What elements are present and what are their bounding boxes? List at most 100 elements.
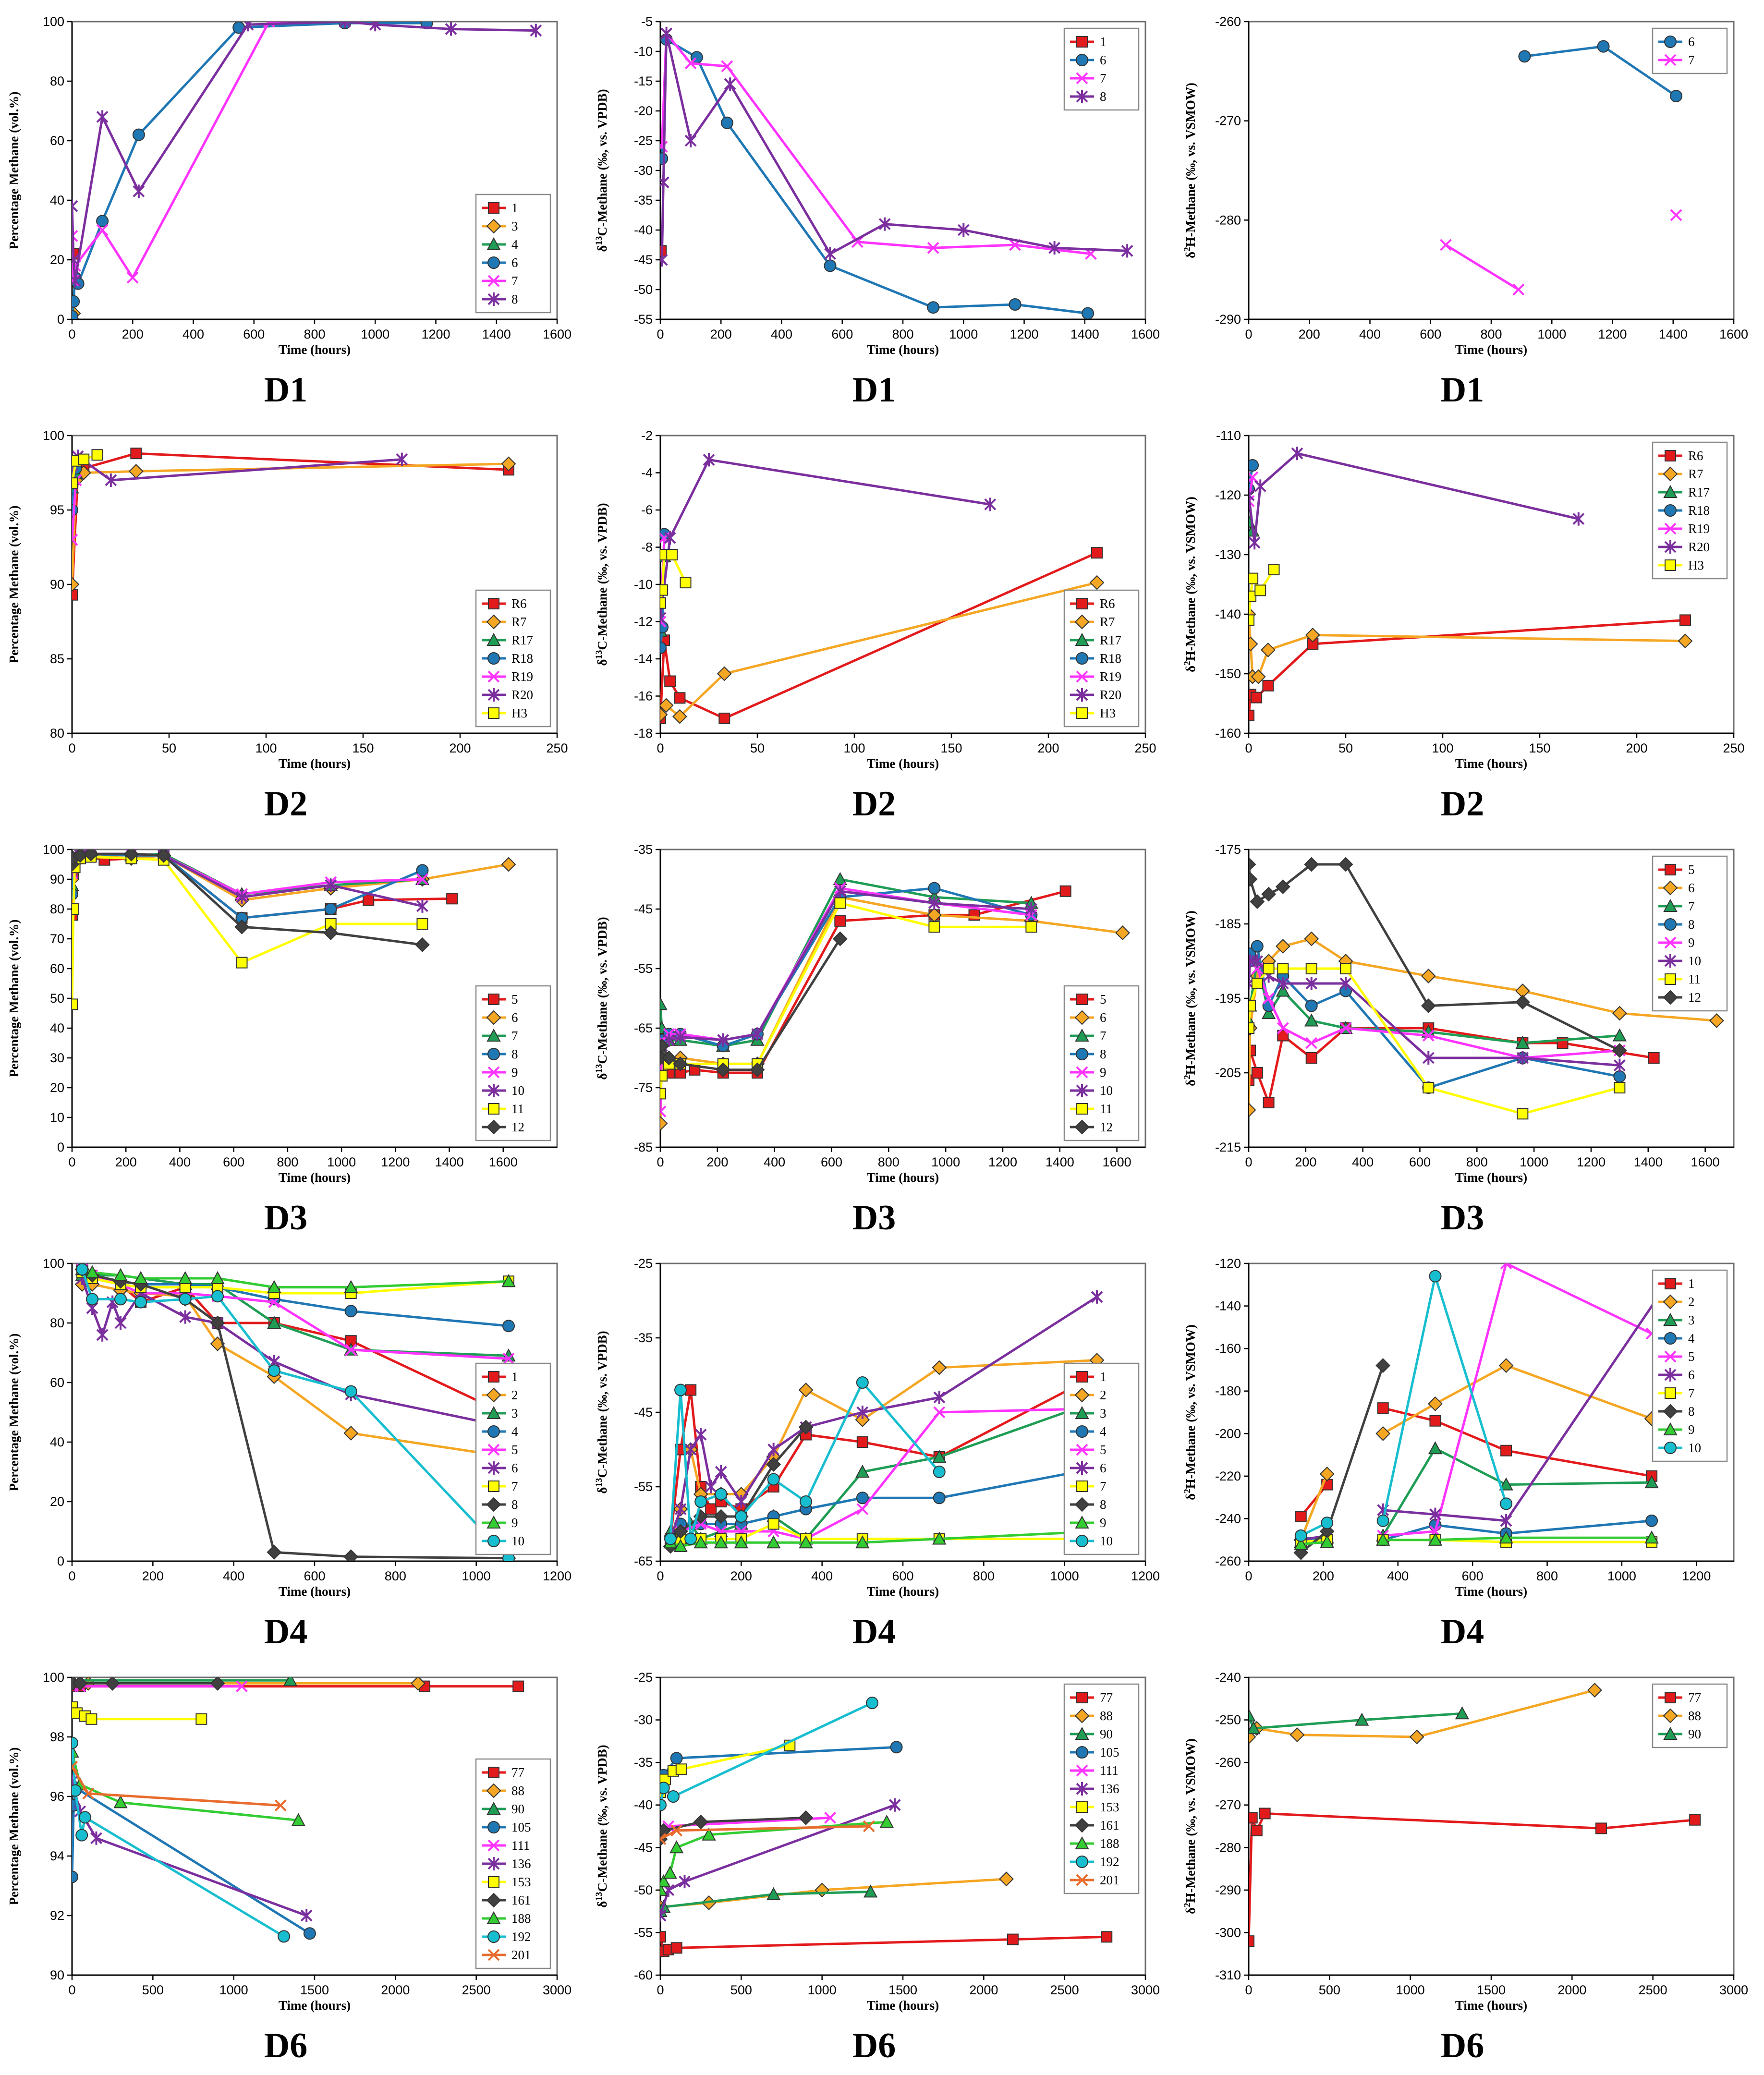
data-point <box>1251 1824 1263 1836</box>
legend-label: 9 <box>1100 1516 1107 1530</box>
series-line <box>1382 1447 1652 1537</box>
data-point <box>834 915 846 927</box>
data-point <box>717 666 732 681</box>
data-point <box>660 1931 666 1943</box>
legend-marker <box>487 1949 500 1961</box>
data-point <box>767 1443 780 1456</box>
legend-frame <box>475 985 551 1141</box>
x-tick-label: 400 <box>811 1569 833 1583</box>
x-tick-label: 200 <box>706 1155 728 1169</box>
legend-label: 12 <box>511 1120 524 1134</box>
legend-marker <box>487 1425 500 1438</box>
series-6 <box>1518 40 1683 102</box>
data-point <box>179 1293 192 1306</box>
legend-marker <box>487 632 501 646</box>
legend-marker <box>1074 614 1090 630</box>
data-point <box>1428 1441 1443 1455</box>
data-point <box>1612 1006 1627 1021</box>
data-point <box>928 896 940 910</box>
data-point <box>679 1875 691 1889</box>
x-tick-label: 1200 <box>1682 1569 1711 1583</box>
legend-label: 90 <box>511 1802 524 1816</box>
x-tick-label: 3000 <box>1719 1983 1748 1997</box>
data-point <box>1375 1358 1391 1373</box>
x-tick-label: 200 <box>449 741 471 755</box>
data-point <box>133 184 145 198</box>
series-12 <box>1249 857 1627 1058</box>
data-point <box>325 878 337 892</box>
data-point <box>242 22 254 32</box>
panel-label: D6 <box>1440 2026 1484 2065</box>
data-point <box>1249 857 1256 872</box>
x-tick-label: 0 <box>68 1983 75 1997</box>
x-tick-label: 1000 <box>1396 1983 1425 1997</box>
legend-marker <box>1665 1692 1676 1703</box>
data-point <box>1428 1396 1443 1411</box>
x-tick-label: 1400 <box>1659 327 1688 341</box>
y-tick-label: -45 <box>634 1405 653 1420</box>
data-point <box>1249 1103 1256 1117</box>
panel-label: D1 <box>1440 370 1484 410</box>
data-point <box>1251 692 1263 704</box>
legend-marker <box>487 670 500 683</box>
panel-label: D2 <box>852 784 896 824</box>
data-point <box>1276 983 1290 997</box>
chart-svg-d3-pct: 0 200 400 600 800 1000 1200 1400 1600 0 10 20 30 40 50… <box>7 842 558 1185</box>
legend-marker <box>1076 1764 1088 1777</box>
data-point <box>751 1027 764 1041</box>
legend-label: 8 <box>511 1047 518 1061</box>
x-tick-label: 1200 <box>381 1155 410 1169</box>
legend-marker <box>1076 688 1088 702</box>
legend-marker <box>486 1387 501 1403</box>
legend-frame <box>1652 27 1728 74</box>
legend-label: 105 <box>511 1820 531 1834</box>
legend-marker <box>487 1406 501 1419</box>
y-tick-label: -45 <box>634 902 653 916</box>
data-point <box>416 873 428 886</box>
series-line <box>1383 1263 1653 1537</box>
x-tick-label: 200 <box>1626 741 1647 755</box>
legend-label: 136 <box>1100 1782 1119 1796</box>
data-point <box>85 1265 99 1278</box>
data-point <box>72 589 78 601</box>
data-point <box>1251 669 1266 684</box>
data-point <box>72 199 78 213</box>
data-point <box>660 1782 670 1795</box>
series-line <box>669 1381 940 1540</box>
data-point <box>1263 963 1275 974</box>
data-point <box>664 531 676 545</box>
legend-label: 6 <box>511 255 518 270</box>
x-tick-label: 1000 <box>219 1983 248 1997</box>
data-point <box>72 295 80 308</box>
data-point <box>1305 963 1317 974</box>
legend-label: 10 <box>1688 954 1701 968</box>
legend-marker <box>1664 36 1677 48</box>
legend-label: 90 <box>1100 1727 1113 1741</box>
panel-label: D3 <box>852 1198 896 1238</box>
legend-label: R7 <box>511 615 527 629</box>
data-point <box>300 1909 313 1922</box>
data-point <box>96 110 109 124</box>
data-point <box>1059 885 1071 897</box>
data-point <box>1597 40 1610 53</box>
series-line <box>1249 1812 1695 1942</box>
data-point <box>1275 939 1290 954</box>
series-161 <box>72 1677 225 1691</box>
data-point <box>855 1464 870 1478</box>
data-point <box>714 1535 728 1549</box>
data-point <box>416 899 428 913</box>
data-point <box>78 453 90 465</box>
x-tick-label: 0 <box>657 327 664 341</box>
legend-marker <box>1664 1332 1677 1345</box>
y-tick-label: -45 <box>634 253 653 267</box>
x-tick-label: 2500 <box>462 1983 491 1997</box>
legend-marker <box>1076 54 1088 66</box>
series-10 <box>1294 1270 1513 1542</box>
data-point <box>72 1784 82 1797</box>
data-point <box>674 692 686 704</box>
data-point <box>1612 1028 1627 1042</box>
data-point <box>824 259 837 272</box>
data-point <box>1251 1067 1263 1079</box>
data-point <box>734 1535 749 1549</box>
legend-marker <box>1664 504 1677 517</box>
